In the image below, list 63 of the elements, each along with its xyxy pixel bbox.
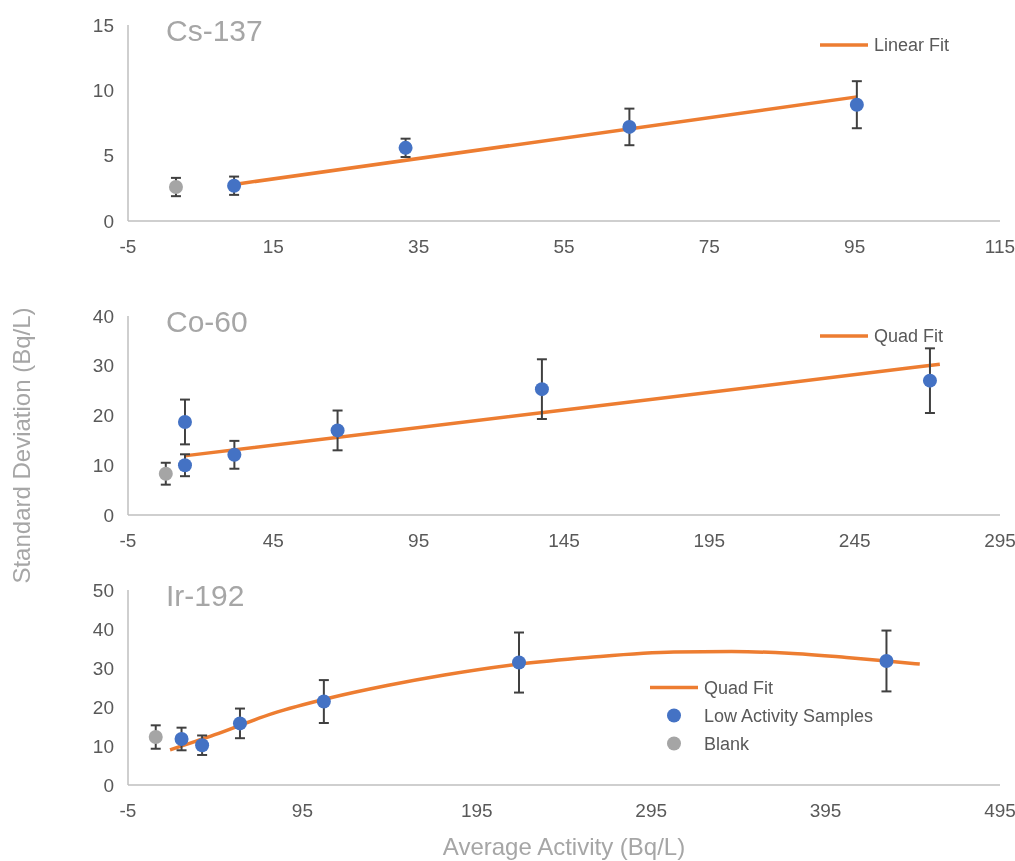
point <box>148 730 163 745</box>
y-tick-label: 20 <box>92 405 114 427</box>
point <box>922 373 937 388</box>
x-tick-label: 145 <box>548 530 580 551</box>
y-tick-label: 0 <box>103 774 114 796</box>
chart-title: Cs-137 <box>166 14 263 47</box>
x-tick-label: 245 <box>838 530 871 551</box>
legend-label: Blank <box>704 733 751 754</box>
x-tick-label: 15 <box>262 236 284 257</box>
x-axis-title: Average Activity (Bq/L) <box>442 833 686 860</box>
y-tick-label: 40 <box>92 618 114 640</box>
x-tick-label: 195 <box>693 530 726 551</box>
x-tick-label: 75 <box>698 236 720 257</box>
legend-label: Quad Fit <box>874 326 944 347</box>
x-tick-label: 115 <box>984 236 1015 257</box>
x-tick-label: -5 <box>119 530 137 551</box>
point <box>232 716 247 731</box>
point <box>177 458 192 473</box>
y-tick-label: 10 <box>92 454 114 476</box>
x-tick-label: 95 <box>408 530 430 551</box>
x-tick-label: -5 <box>119 800 137 821</box>
legend-label: Low Activity Samples <box>704 705 874 726</box>
point <box>330 423 345 438</box>
x-tick-label: -5 <box>119 236 137 257</box>
x-tick-label: 395 <box>809 800 842 821</box>
x-tick-label: 495 <box>984 800 1015 821</box>
y-tick-label: 10 <box>92 79 114 101</box>
legend-label: Linear Fit <box>874 35 950 56</box>
point <box>534 382 549 397</box>
point <box>512 655 527 670</box>
chart-title: Co-60 <box>166 305 248 338</box>
y-tick-label: 5 <box>103 145 114 167</box>
point <box>849 97 864 112</box>
y-tick-label: 10 <box>92 735 114 757</box>
x-tick-label: 195 <box>460 800 493 821</box>
point <box>168 180 183 195</box>
point <box>177 414 192 429</box>
y-tick-label: 30 <box>92 355 114 377</box>
chart-title: Ir-192 <box>166 579 245 612</box>
y-tick-label: 15 <box>92 14 114 36</box>
y-tick-label: 30 <box>92 657 114 679</box>
x-tick-label: 95 <box>844 236 866 257</box>
y-tick-label: 50 <box>92 579 114 601</box>
x-tick-label: 295 <box>635 800 668 821</box>
x-tick-label: 295 <box>984 530 1015 551</box>
y-tick-label: 40 <box>92 305 114 327</box>
point <box>227 447 242 462</box>
y-tick-label: 0 <box>103 210 114 232</box>
point <box>195 738 210 753</box>
x-tick-label: 35 <box>408 236 430 257</box>
point <box>158 466 173 481</box>
x-tick-label: 55 <box>553 236 575 257</box>
line-series <box>168 649 922 752</box>
point <box>316 694 331 709</box>
x-tick-label: 45 <box>262 530 284 551</box>
legend-label: Quad Fit <box>704 677 774 698</box>
point <box>174 731 189 746</box>
y-axis-title: Standard Deviation (Bq/L) <box>8 307 35 584</box>
y-tick-label: 20 <box>92 696 114 718</box>
point <box>879 653 894 668</box>
x-tick-label: 95 <box>291 800 313 821</box>
y-tick-label: 0 <box>103 504 114 526</box>
point <box>622 119 637 134</box>
